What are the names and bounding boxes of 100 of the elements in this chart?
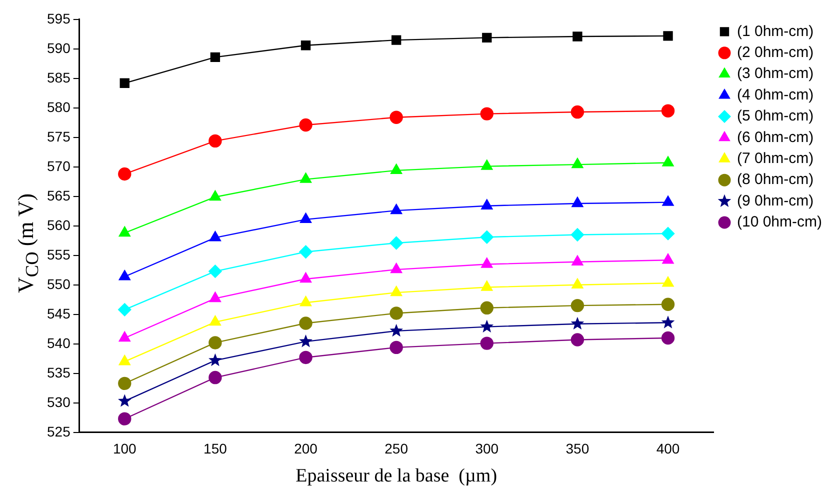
point xyxy=(208,370,222,384)
y-tick-label: 575 xyxy=(47,128,71,144)
point xyxy=(118,355,130,366)
point xyxy=(118,331,130,342)
point xyxy=(481,160,493,170)
point xyxy=(390,306,403,320)
point xyxy=(209,292,221,302)
point xyxy=(662,156,674,166)
x-tick-label: 100 xyxy=(112,440,137,457)
point xyxy=(209,190,221,201)
legend-label: (10 0hm-cm) xyxy=(736,214,822,231)
point xyxy=(209,315,221,326)
point xyxy=(663,31,673,41)
x-tick-label: 350 xyxy=(566,440,590,457)
point xyxy=(391,35,402,45)
point xyxy=(482,32,492,43)
point xyxy=(661,226,675,240)
x-tick-label: 250 xyxy=(384,440,408,457)
point xyxy=(570,333,584,346)
point xyxy=(572,32,582,42)
point xyxy=(299,316,312,330)
point xyxy=(661,104,675,118)
point xyxy=(118,394,132,407)
point xyxy=(208,264,222,278)
point xyxy=(480,320,494,332)
point xyxy=(299,245,312,258)
y-tick-label: 530 xyxy=(47,394,71,410)
legend-label: (9 0hm-cm) xyxy=(736,192,814,210)
x-tick-label: 150 xyxy=(204,440,228,457)
point xyxy=(118,226,130,237)
point xyxy=(118,303,132,316)
point xyxy=(390,164,402,174)
x-tick-label: 200 xyxy=(294,440,318,457)
y-tick-label: 570 xyxy=(47,158,71,174)
point xyxy=(572,255,584,266)
point xyxy=(662,196,674,206)
point xyxy=(480,336,494,350)
point xyxy=(570,105,584,119)
legend-label: (4 0hm-cm) xyxy=(736,86,814,104)
legend-label: (1 0hm-cm) xyxy=(736,22,814,40)
y-tick-label: 565 xyxy=(47,187,71,204)
point xyxy=(299,334,312,348)
y-tick-label: 540 xyxy=(47,334,71,351)
point xyxy=(208,353,222,366)
point xyxy=(300,40,311,50)
point xyxy=(300,172,312,183)
point xyxy=(208,134,222,148)
point xyxy=(661,298,675,311)
legend-label: (3 0hm-cm) xyxy=(736,65,814,82)
point xyxy=(118,167,132,181)
point xyxy=(208,336,222,350)
point xyxy=(390,236,403,250)
legend-label: (8 0hm-cm) xyxy=(736,171,814,188)
point xyxy=(390,286,402,296)
point xyxy=(661,316,675,328)
point xyxy=(480,301,494,315)
point xyxy=(570,228,584,242)
point xyxy=(390,204,402,214)
y-tick-label: 535 xyxy=(47,364,71,380)
point xyxy=(118,270,130,280)
y-tick-label: 585 xyxy=(47,69,71,86)
point xyxy=(118,376,132,390)
point xyxy=(299,350,312,364)
y-tick-label: 525 xyxy=(47,423,71,440)
point xyxy=(480,107,494,120)
point xyxy=(390,110,403,124)
point xyxy=(572,278,584,288)
point xyxy=(570,298,584,312)
point xyxy=(570,316,584,330)
y-tick-label: 595 xyxy=(47,10,71,26)
point xyxy=(662,254,674,264)
point xyxy=(210,52,220,62)
x-tick-label: 300 xyxy=(475,440,499,457)
point xyxy=(209,231,221,242)
point xyxy=(300,212,312,224)
point xyxy=(390,340,403,354)
point xyxy=(390,262,402,274)
point xyxy=(661,331,675,345)
point xyxy=(481,258,493,268)
point xyxy=(481,199,493,210)
point xyxy=(118,412,132,426)
point xyxy=(481,280,493,291)
y-tick-label: 580 xyxy=(47,98,71,115)
point xyxy=(120,78,130,88)
legend-label: (5 0hm-cm) xyxy=(736,108,814,125)
legend-label: (2 0hm-cm) xyxy=(736,44,814,62)
point xyxy=(300,272,312,283)
y-tick-label: 590 xyxy=(47,40,71,56)
legend-label: (6 0hm-cm) xyxy=(736,128,814,146)
x-tick-label: 400 xyxy=(656,440,680,457)
point xyxy=(299,118,312,132)
x-axis-title: Epaisseur de la base (µm) xyxy=(296,466,498,487)
y-tick-label: 555 xyxy=(47,246,71,262)
point xyxy=(300,296,312,306)
legend-label: (7 0hm-cm) xyxy=(736,150,814,168)
y-tick-label: 545 xyxy=(47,305,71,322)
y-tick-label: 550 xyxy=(47,276,71,292)
y-tick-label: 560 xyxy=(47,216,71,233)
point xyxy=(662,276,674,287)
point xyxy=(480,230,494,244)
